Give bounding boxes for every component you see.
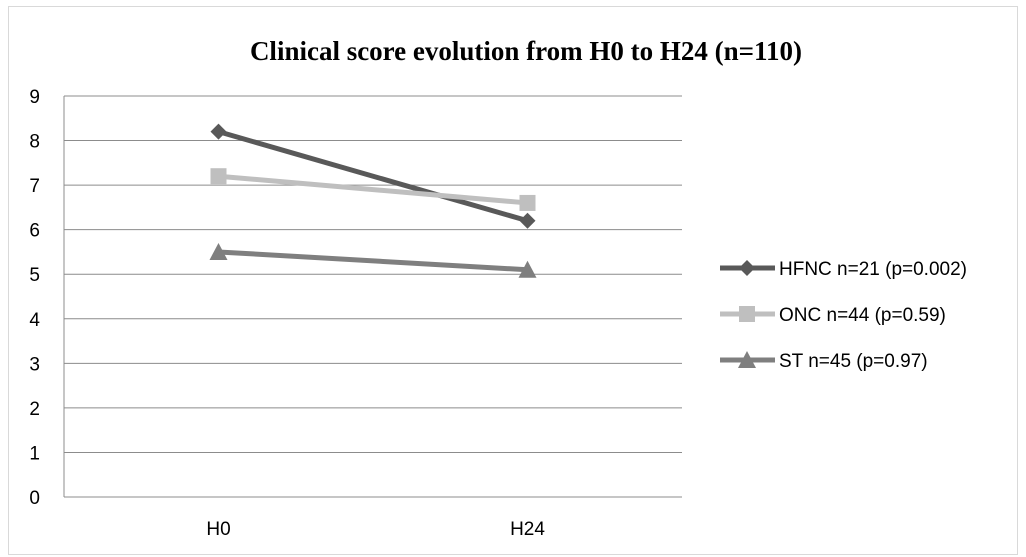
y-tick-label: 3 bbox=[29, 354, 40, 375]
chart-frame bbox=[8, 6, 1018, 555]
x-axis-ticks: H0 H24 bbox=[206, 519, 545, 540]
data-point-square bbox=[519, 194, 536, 211]
series-line bbox=[218, 249, 528, 273]
legend-label: ONC n=44 (p=0.59) bbox=[779, 305, 946, 326]
x-tick-label: H0 bbox=[206, 519, 230, 540]
data-point-square bbox=[210, 168, 227, 185]
grid-lines bbox=[63, 95, 682, 498]
legend-marker bbox=[738, 351, 756, 368]
y-tick-label: 7 bbox=[29, 176, 40, 197]
y-axis-ticks: 0 1 2 3 4 5 6 7 8 9 bbox=[29, 87, 40, 509]
y-tick-label: 0 bbox=[29, 488, 40, 509]
series-group bbox=[209, 123, 537, 278]
series-line bbox=[218, 173, 528, 206]
data-point-diamond bbox=[519, 212, 536, 229]
y-tick-label: 9 bbox=[29, 87, 40, 108]
chart-title: Clinical score evolution from H0 to H24 … bbox=[250, 36, 802, 66]
x-tick-label: H24 bbox=[510, 519, 545, 540]
legend-label: HFNC n=21 (p=0.002) bbox=[779, 259, 967, 280]
y-tick-label: 1 bbox=[29, 443, 40, 464]
series-line bbox=[217, 129, 529, 224]
legend: HFNC n=21 (p=0.002) ONC n=44 (p=0.59) ST n… bbox=[720, 259, 967, 372]
legend-label: ST n=45 (p=0.97) bbox=[779, 351, 928, 372]
data-point-diamond bbox=[210, 123, 227, 140]
y-tick-label: 5 bbox=[29, 265, 40, 286]
legend-marker bbox=[739, 260, 755, 276]
y-tick-label: 8 bbox=[29, 132, 40, 153]
legend-marker bbox=[739, 306, 755, 322]
y-tick-label: 4 bbox=[29, 310, 40, 331]
data-point-triangle bbox=[209, 242, 228, 260]
y-tick-label: 6 bbox=[29, 221, 40, 242]
y-tick-label: 2 bbox=[29, 399, 40, 420]
data-point-triangle bbox=[518, 260, 537, 278]
